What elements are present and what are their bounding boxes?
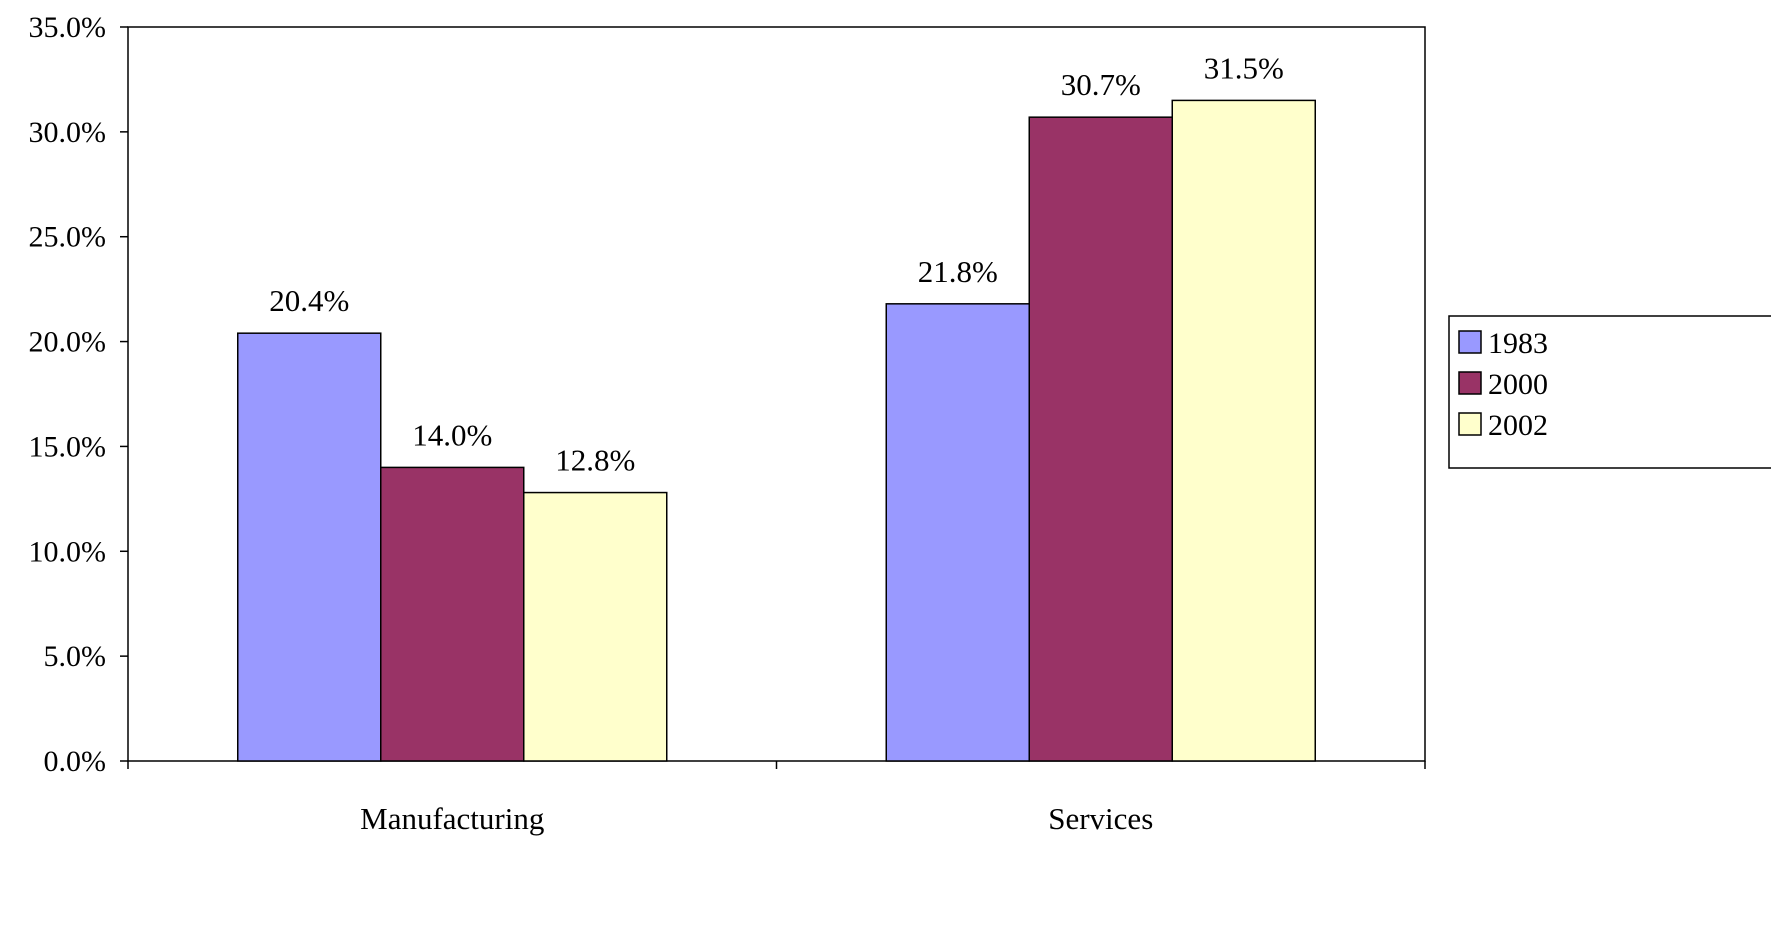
legend-label: 2002 [1488,409,1548,442]
legend-swatch-2000 [1459,372,1481,394]
bar-2002-manufacturing [524,493,667,761]
bar-2000-services [1029,117,1172,761]
data-label: 21.8% [918,254,998,289]
y-tick-label: 20.0% [29,326,107,359]
x-category-label: Manufacturing [360,801,544,836]
legend-label: 2000 [1488,368,1548,401]
bar-2000-manufacturing [381,467,524,761]
data-label: 20.4% [269,283,349,318]
bar-1983-manufacturing [238,333,381,761]
data-label: 31.5% [1204,50,1284,85]
data-label: 30.7% [1061,67,1141,102]
y-tick-label: 35.0% [29,11,107,44]
bar-1983-services [886,304,1029,761]
data-label: 14.0% [412,417,492,452]
bar-2002-services [1172,100,1315,761]
chart-legend: 1983 2000 2002 [1449,316,1771,468]
y-tick-label: 10.0% [29,535,107,568]
chart-bars [238,100,1316,761]
legend-swatch-2002 [1459,413,1481,435]
legend-label: 1983 [1488,327,1548,360]
y-tick-label: 30.0% [29,116,107,149]
y-tick-label: 0.0% [44,745,107,778]
y-tick-label: 15.0% [29,430,107,463]
data-label: 12.8% [555,443,635,478]
x-category-label: Services [1048,801,1153,836]
legend-swatch-1983 [1459,331,1481,353]
y-tick-label: 25.0% [29,221,107,254]
y-tick-label: 5.0% [44,640,107,673]
